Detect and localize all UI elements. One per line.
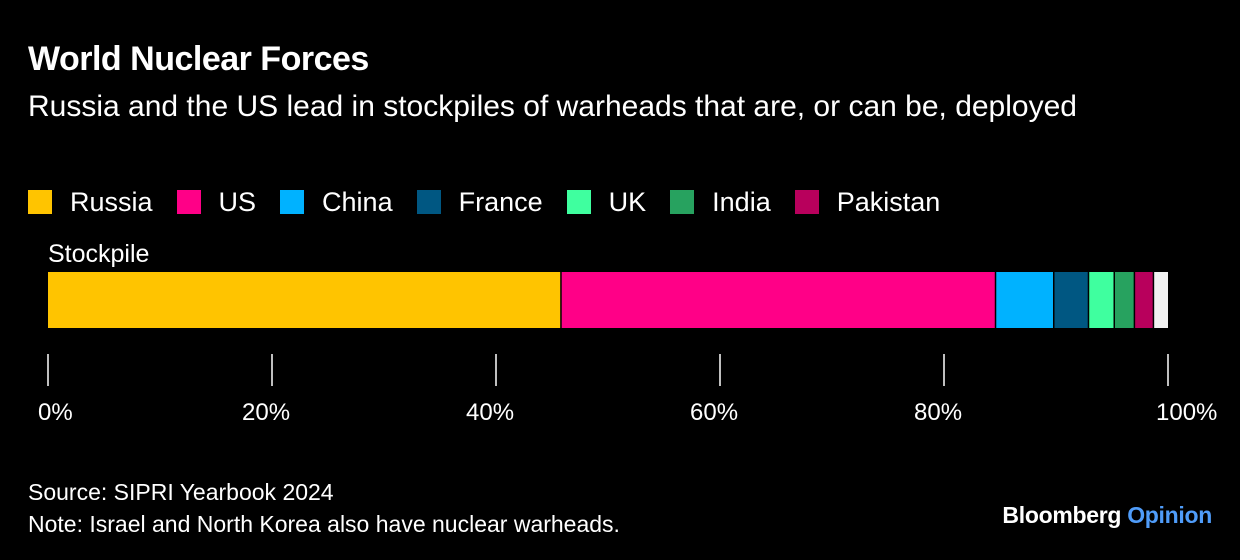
legend-swatch [416,190,441,214]
x-tick-label: 60% [690,399,738,426]
legend-item-france: France [416,186,543,218]
legend-item-india: India [670,187,771,218]
x-tick-label: 40% [466,399,514,426]
legend-label: Pakistan [836,186,941,217]
stacked-bar-chart: Stockpile 0% 20% 40% 60% 80% 100% [38,240,1217,426]
x-tick-label: 20% [242,399,290,426]
brand-logo: Bloomberg Opinion [1002,502,1212,529]
legend-swatch [280,190,305,214]
bar-segment-pakistan [1134,272,1154,328]
x-tick-label: 80% [914,399,962,426]
legend-swatch [670,190,695,214]
category-label: Stockpile [48,240,149,268]
bar-segment-russia [48,272,561,328]
legend-swatch [566,190,591,214]
bar-segment-china [995,272,1054,328]
legend-label: China [322,186,393,217]
legend: Russia US China France UK India Pakistan [28,184,964,220]
legend-swatch [794,190,819,214]
legend-label: US [218,186,257,217]
chart-title: World Nuclear Forces [28,40,369,78]
bar-segment-uk [1088,272,1115,328]
x-tick-label: 100% [1156,399,1217,426]
legend-label: Russia [70,186,153,217]
legend-swatch [176,190,201,214]
brand-accent: Opinion [1127,502,1212,528]
legend-label: France [458,186,543,217]
legend-item-uk: UK [566,186,647,218]
legend-item-pakistan: Pakistan [794,186,941,218]
legend-item-us: US [176,186,257,218]
brand-name: Bloomberg [1002,502,1122,528]
bar-segment-us [560,272,996,328]
bar-segment-france [1053,272,1089,328]
legend-swatch [28,190,52,214]
x-tick-label: 0% [38,399,73,426]
chart-subtitle: Russia and the US lead in stockpiles of … [28,90,1077,123]
source-text: Source: SIPRI Yearbook 2024 [28,479,334,505]
legend-item-china: China [280,187,393,218]
legend-label: UK [608,186,647,217]
source-notes: Source: SIPRI Yearbook 2024 Note: Israel… [28,476,620,540]
bar-segment-india [1114,272,1135,328]
note-text: Note: Israel and North Korea also have n… [28,511,620,537]
legend-label: India [712,186,771,217]
bar-segment-other [1153,272,1168,328]
legend-item-russia: Russia [28,187,153,218]
